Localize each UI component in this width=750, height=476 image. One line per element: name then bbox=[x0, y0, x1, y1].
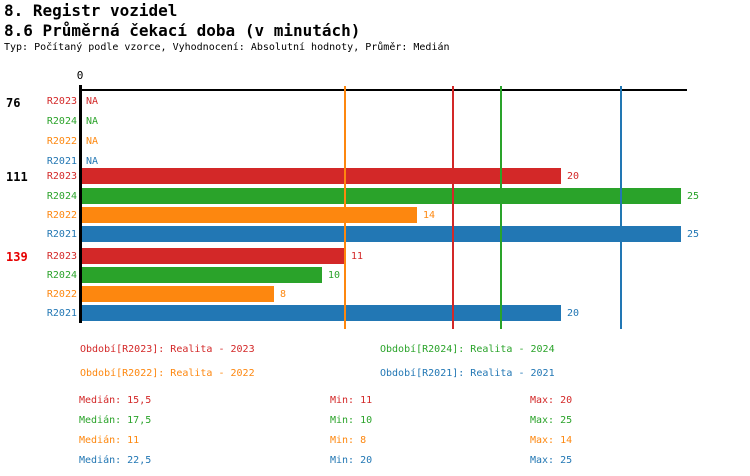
na-value-label: NA bbox=[86, 156, 99, 167]
series-row-label: R2021 bbox=[46, 156, 77, 167]
group-label: 76 bbox=[6, 96, 21, 110]
legend-item-R2024: Období[R2024]: Realita - 2024 bbox=[380, 344, 555, 355]
group-label: 111 bbox=[6, 170, 28, 184]
stat-max-R2024: Max: 25 bbox=[530, 415, 573, 426]
stat-min-R2022: Min: 8 bbox=[330, 435, 367, 446]
stat-max-R2021: Max: 25 bbox=[530, 455, 573, 466]
series-row-label: R2021 bbox=[46, 308, 77, 319]
stat-min-R2021: Min: 20 bbox=[330, 455, 373, 466]
legend-item-R2023: Období[R2023]: Realita - 2023 bbox=[80, 344, 255, 355]
chart-subtitle: Typ: Počítaný podle vzorce, Vyhodnocení:… bbox=[4, 42, 450, 53]
na-value-label: NA bbox=[86, 116, 99, 127]
bar-value-label: 11 bbox=[351, 251, 364, 262]
bar-value-label: 10 bbox=[328, 270, 341, 281]
series-row-label: R2024 bbox=[46, 270, 77, 281]
series-row-label: R2023 bbox=[46, 251, 77, 262]
stat-max-R2022: Max: 14 bbox=[530, 435, 573, 446]
x-axis-line bbox=[80, 89, 687, 91]
bar-R2022 bbox=[82, 286, 274, 302]
axis-zero-label: 0 bbox=[76, 69, 84, 82]
legend-item-R2021: Období[R2021]: Realita - 2021 bbox=[380, 368, 555, 379]
bar-R2024 bbox=[82, 267, 322, 283]
bar-value-label: 25 bbox=[687, 191, 700, 202]
bar-R2021 bbox=[82, 305, 561, 321]
bar-value-label: 20 bbox=[567, 308, 580, 319]
median-line-R2021 bbox=[620, 86, 622, 329]
stat-max-R2023: Max: 20 bbox=[530, 395, 573, 406]
series-row-label: R2023 bbox=[46, 96, 77, 107]
chart-title: 8.6 Průměrná čekací doba (v minutách) bbox=[4, 21, 361, 40]
stat-median-R2022: Medián: 11 bbox=[79, 435, 140, 446]
na-value-label: NA bbox=[86, 136, 99, 147]
stat-min-R2023: Min: 11 bbox=[330, 395, 373, 406]
bar-R2022 bbox=[82, 207, 417, 223]
median-line-R2022 bbox=[344, 86, 346, 329]
series-row-label: R2022 bbox=[46, 210, 77, 221]
series-row-label: R2022 bbox=[46, 289, 77, 300]
median-line-R2024 bbox=[500, 86, 502, 329]
group-label: 139 bbox=[6, 250, 28, 264]
stat-median-R2023: Medián: 15,5 bbox=[79, 395, 152, 406]
y-axis-line bbox=[79, 85, 82, 323]
legend-item-R2022: Období[R2022]: Realita - 2022 bbox=[80, 368, 255, 379]
bar-value-label: 8 bbox=[280, 289, 287, 300]
stat-median-R2024: Medián: 17,5 bbox=[79, 415, 152, 426]
series-row-label: R2023 bbox=[46, 171, 77, 182]
stat-median-R2021: Medián: 22,5 bbox=[79, 455, 152, 466]
bar-value-label: 25 bbox=[687, 229, 700, 240]
bar-R2021 bbox=[82, 226, 681, 242]
bar-value-label: 14 bbox=[423, 210, 436, 221]
series-row-label: R2024 bbox=[46, 116, 77, 127]
bar-R2023 bbox=[82, 248, 345, 264]
series-row-label: R2022 bbox=[46, 136, 77, 147]
bar-R2024 bbox=[82, 188, 681, 204]
na-value-label: NA bbox=[86, 96, 99, 107]
series-row-label: R2024 bbox=[46, 191, 77, 202]
series-row-label: R2021 bbox=[46, 229, 77, 240]
stat-min-R2024: Min: 10 bbox=[330, 415, 373, 426]
bar-R2023 bbox=[82, 168, 561, 184]
median-line-R2023 bbox=[452, 86, 454, 329]
page-title: 8. Registr vozidel bbox=[4, 1, 178, 20]
bar-value-label: 20 bbox=[567, 171, 580, 182]
